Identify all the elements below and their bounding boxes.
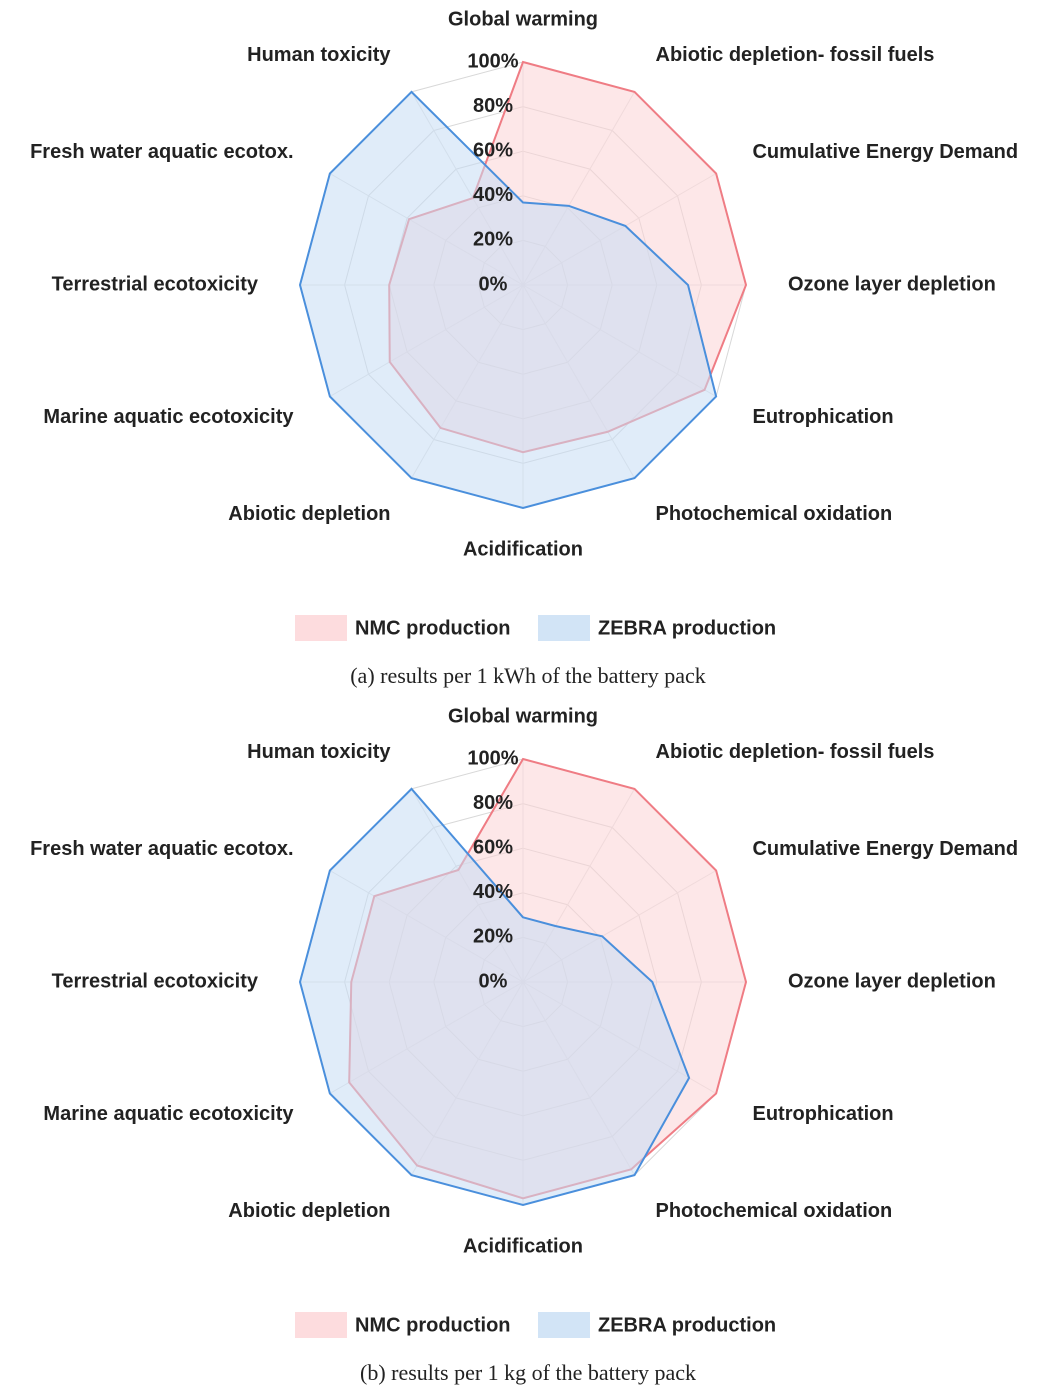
tick-label: 60% <box>473 836 513 858</box>
category-label: Global warming <box>448 8 598 30</box>
tick-label: 40% <box>473 881 513 903</box>
tick-label: 20% <box>473 229 513 251</box>
series-area <box>298 787 691 1207</box>
legend-swatch <box>295 1312 347 1338</box>
legend-label: ZEBRA production <box>598 1314 776 1336</box>
legend-label: NMC production <box>355 617 511 639</box>
legend-swatch <box>538 615 590 641</box>
category-label: Fresh water aquatic ecotox. <box>30 838 293 860</box>
caption: (a) results per 1 kWh of the battery pac… <box>350 663 706 688</box>
category-label: Abiotic depletion <box>228 503 390 525</box>
category-label: Photochemical oxidation <box>656 1200 893 1222</box>
radar-chart: 0% 20% 40% 60% 80% 100% Global warming Abiotic … <box>30 8 1018 688</box>
category-label: Abiotic depletion <box>228 1200 390 1222</box>
category-label: Cumulative Energy Demand <box>752 838 1018 860</box>
category-label: Fresh water aquatic ecotox. <box>30 141 293 163</box>
category-label: Terrestrial ecotoxicity <box>52 970 259 992</box>
category-label: Acidification <box>463 538 583 560</box>
tick-label: 100% <box>467 747 518 769</box>
category-label: Acidification <box>463 1235 583 1257</box>
series-area <box>298 90 718 510</box>
category-label: Cumulative Energy Demand <box>752 141 1018 163</box>
caption: (b) results per 1 kg of the battery pack <box>360 1360 696 1385</box>
radar-chart: 0% 20% 40% 60% 80% 100% Global warming Abiotic … <box>30 705 1018 1385</box>
category-label: Ozone layer depletion <box>788 273 996 295</box>
tick-label: 20% <box>473 926 513 948</box>
category-label: Terrestrial ecotoxicity <box>52 273 259 295</box>
legend-swatch <box>295 615 347 641</box>
category-label: Photochemical oxidation <box>656 503 893 525</box>
legend-label: NMC production <box>355 1314 511 1336</box>
category-label: Eutrophication <box>752 1103 893 1125</box>
category-label: Marine aquatic ecotoxicity <box>43 1103 294 1125</box>
tick-label: 60% <box>473 139 513 161</box>
category-label: Eutrophication <box>752 406 893 428</box>
category-label: Abiotic depletion- fossil fuels <box>656 44 935 66</box>
tick-label: 80% <box>473 95 513 117</box>
category-label: Human toxicity <box>247 741 391 763</box>
legend-label: ZEBRA production <box>598 617 776 639</box>
tick-label: 0% <box>479 970 508 992</box>
category-label: Marine aquatic ecotoxicity <box>43 406 294 428</box>
category-label: Ozone layer depletion <box>788 970 996 992</box>
category-label: Global warming <box>448 705 598 727</box>
tick-label: 80% <box>473 792 513 814</box>
tick-label: 0% <box>479 273 508 295</box>
legend-swatch <box>538 1312 590 1338</box>
tick-label: 100% <box>467 50 518 72</box>
category-label: Abiotic depletion- fossil fuels <box>656 741 935 763</box>
category-label: Human toxicity <box>247 44 391 66</box>
tick-label: 40% <box>473 184 513 206</box>
